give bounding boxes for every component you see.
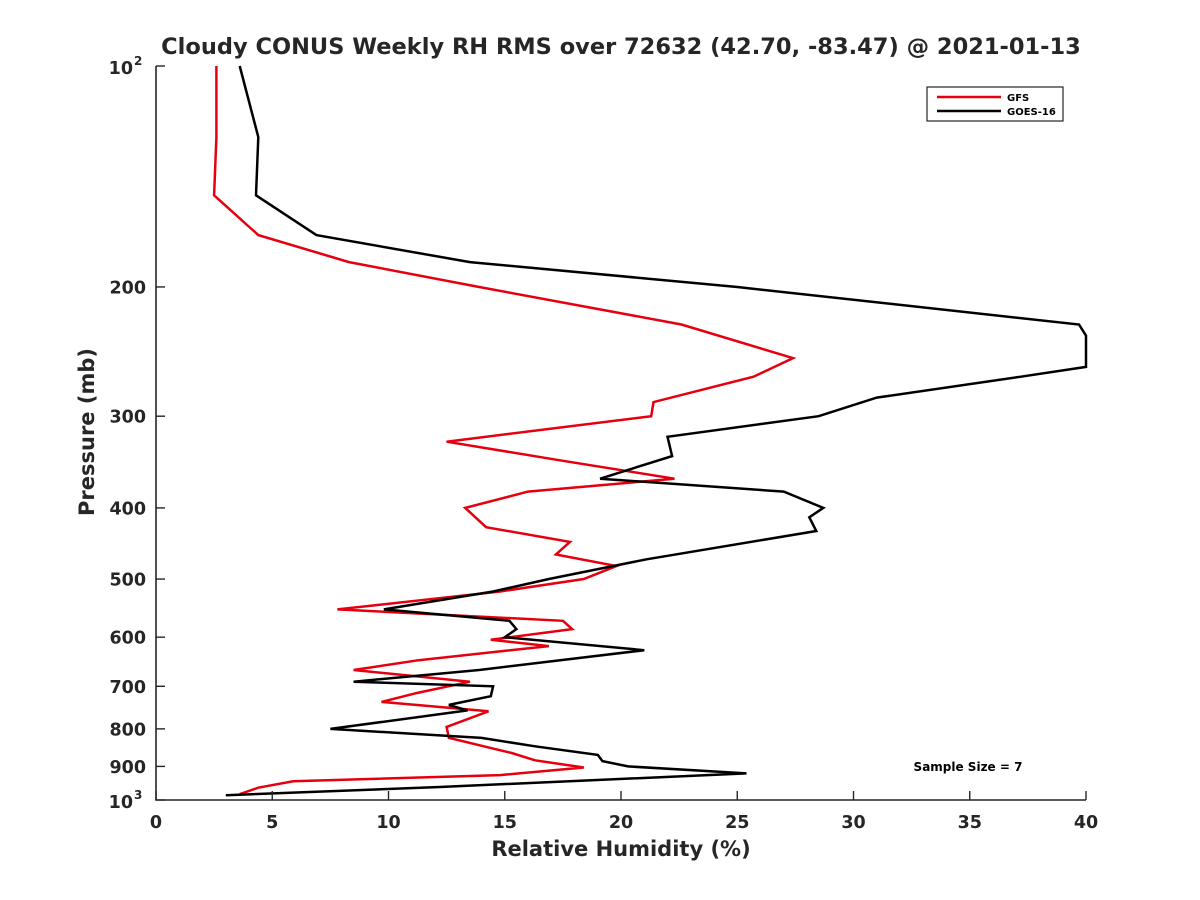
x-tick-label: 10 [376,813,400,833]
legend-label-gfs: GFS [1007,93,1029,104]
plot-area: 0 5 10 15 20 25 30 35 40 10 220030040050060070080… [109,54,1099,833]
y-tick-label: 400 [109,499,146,519]
y-axis-label: Pressure (mb) [75,348,99,516]
y-tick-label: 900 [109,758,146,778]
chart-title: Cloudy CONUS Weekly RH RMS over 72632 (4… [161,34,1081,60]
y-tick-label: 10 [109,59,133,79]
x-tick-label: 40 [1074,813,1098,833]
y-tick-label: 800 [109,720,146,740]
x-tick-label: 35 [958,813,982,833]
y-tick-label: 300 [109,408,146,428]
x-axis-label: Relative Humidity (%) [491,837,750,861]
series-layer [212,65,1088,797]
x-tick-label: 20 [609,813,633,833]
series-line-goes16 [225,65,1088,797]
legend: GFS GOES-16 [926,86,1064,122]
x-tick-label: 30 [841,813,865,833]
plot-background [156,66,1086,800]
y-tick-label: 500 [109,571,146,591]
sample-size-annotation: Sample Size = 7 [914,760,1023,774]
x-tick-label: 15 [493,813,517,833]
x-axis-ticks: 0 5 10 15 20 25 30 35 40 [150,791,1098,833]
legend-box [926,86,1064,122]
x-tick-label: 5 [266,813,278,833]
series-line-gfs [212,66,797,796]
x-tick-label: 0 [150,813,162,833]
y-tick-exponent: 3 [134,788,142,802]
y-tick-label: 600 [109,629,146,649]
y-tick-label: 700 [109,678,146,698]
y-tick-exponent: 2 [134,54,142,68]
legend-label-goes16: GOES-16 [1007,107,1056,118]
y-tick-label: 10 [109,793,133,813]
y-tick-label: 200 [109,278,146,298]
x-tick-label: 25 [725,813,749,833]
